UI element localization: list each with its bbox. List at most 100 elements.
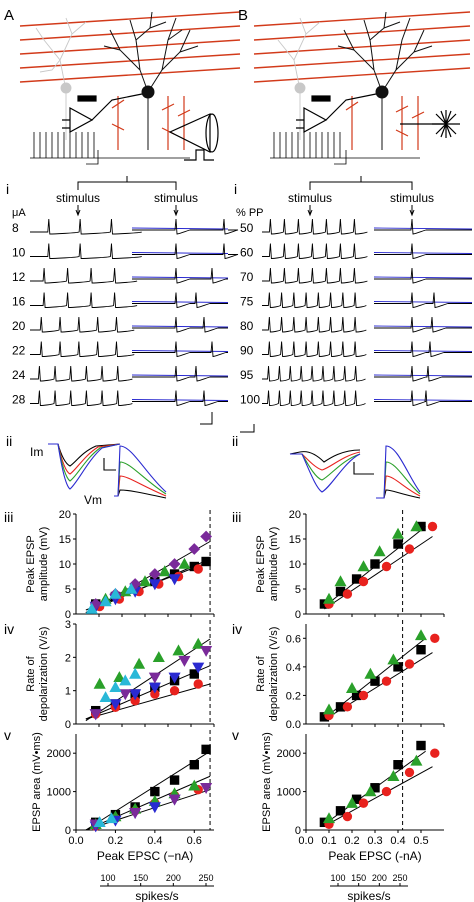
stim-level-left: 24 bbox=[12, 368, 26, 382]
rate-axis-a: 100 150 200 250 spikes/s bbox=[100, 873, 214, 902]
spike-trace-a-right-black bbox=[132, 243, 239, 260]
y-tick-label: 3 bbox=[65, 619, 71, 631]
data-point-circle bbox=[430, 633, 440, 643]
data-point-triangle bbox=[138, 575, 152, 587]
spike-train-b bbox=[270, 132, 420, 165]
spike-trace-b-left bbox=[262, 243, 368, 259]
data-point-square bbox=[189, 669, 199, 679]
spike-trace-b-right-blue bbox=[373, 399, 473, 401]
fit-line bbox=[324, 536, 433, 610]
y-tick-label: 0.4 bbox=[286, 662, 301, 674]
spike-trace-a-right-blue bbox=[131, 252, 229, 254]
spike-trace-a-right-blue bbox=[131, 399, 229, 401]
y-axis-label-line: EPSP area (mV•ms) bbox=[31, 732, 43, 832]
data-point-triangle bbox=[387, 770, 400, 781]
data-point-triangle bbox=[345, 796, 359, 808]
epsp-traces-b bbox=[376, 445, 421, 499]
spike-trace-a-left bbox=[30, 341, 135, 357]
data-point-circle bbox=[404, 767, 415, 778]
y-tick-label: 20 bbox=[289, 509, 301, 521]
data-point-triangle bbox=[357, 560, 370, 572]
y-tick-label: 0.6 bbox=[286, 633, 301, 645]
stim-level-right: 60 bbox=[240, 246, 254, 260]
stimulus-label-b2: stimulus bbox=[390, 191, 434, 205]
stim-level-left: 28 bbox=[12, 393, 26, 407]
spike-trace-b-right-blue bbox=[373, 227, 473, 230]
stim-level-left: 12 bbox=[12, 270, 26, 284]
y-axis-label: Peak EPSPamplitude (mV) bbox=[25, 527, 50, 602]
stim-level-left: 20 bbox=[12, 319, 26, 333]
y-axis-label-line: Peak EPSP bbox=[255, 535, 267, 592]
data-point-triangle-down bbox=[148, 672, 161, 684]
data-point-triangle bbox=[364, 667, 377, 679]
stim-level-left: 8 bbox=[12, 221, 19, 235]
data-point-triangle bbox=[410, 520, 423, 532]
fit-line bbox=[85, 683, 211, 720]
spike-traces-b bbox=[262, 218, 473, 407]
spike-trace-a-right-blue bbox=[131, 301, 229, 303]
data-point-triangle bbox=[345, 682, 359, 693]
data-point-circle bbox=[342, 702, 353, 712]
data-point-triangle bbox=[93, 677, 106, 689]
y-tick-label: 10 bbox=[289, 559, 301, 571]
spike-trace-b-right-black bbox=[374, 390, 472, 407]
panel-label-biv: iv bbox=[232, 621, 242, 637]
data-point-square bbox=[150, 786, 160, 797]
y-axis-label: Rate ofdepolarization (V/s) bbox=[25, 627, 50, 722]
x-tick-label: 0.5 bbox=[413, 835, 428, 847]
data-point-circle bbox=[193, 564, 203, 574]
stim-level-right: 50 bbox=[240, 221, 254, 235]
data-point-triangle-down bbox=[168, 794, 181, 806]
spike-trace-b-right-blue bbox=[373, 325, 473, 328]
data-point-circle bbox=[342, 589, 353, 599]
fit-line bbox=[85, 750, 211, 831]
data-point-triangle-down bbox=[148, 802, 161, 814]
data-point-circle bbox=[427, 521, 438, 532]
x-tick-label: 0.3 bbox=[367, 835, 382, 847]
data-point-triangle bbox=[113, 671, 126, 683]
epsp-traces-a bbox=[114, 445, 167, 499]
data-point-diamond bbox=[148, 568, 161, 580]
spike-trace-b-right-black bbox=[374, 341, 472, 358]
x-axis-label: Peak EPSC (−nA) bbox=[97, 849, 193, 863]
y-tick-label: 0.0 bbox=[286, 719, 301, 731]
data-point-triangle bbox=[85, 602, 98, 614]
data-point-square bbox=[370, 559, 380, 569]
data-point-triangle bbox=[178, 557, 191, 569]
spike-trace-a-right-black bbox=[132, 218, 239, 235]
fit-line bbox=[85, 638, 211, 722]
purkinje-cell-b bbox=[337, 11, 433, 150]
fit-line bbox=[85, 789, 211, 831]
data-point-square bbox=[201, 556, 211, 567]
epsc-traces-a bbox=[48, 443, 121, 490]
spike-trace-b-right-blue bbox=[373, 350, 473, 352]
spike-trace-a-left bbox=[30, 267, 138, 284]
data-point-triangle bbox=[322, 703, 336, 715]
spike-trace-b-left bbox=[262, 316, 367, 333]
neighbor-cell-b bbox=[277, 17, 321, 140]
data-point-triangle bbox=[158, 565, 171, 577]
data-point-diamond bbox=[188, 543, 201, 555]
y-tick-label: 1000 bbox=[47, 787, 71, 799]
rate-tick-label: 100 bbox=[100, 873, 115, 883]
stim-level-right: 90 bbox=[240, 344, 254, 358]
stim-level-labels-left: 8 10 12 16 20 22 24 28 bbox=[12, 221, 26, 407]
epsc-traces-b bbox=[289, 449, 374, 493]
spike-trace-b-right-black bbox=[374, 218, 472, 235]
panel-label-bi: i bbox=[234, 181, 237, 197]
y-tick-label: 5 bbox=[295, 584, 301, 596]
y-axis-label: Peak EPSPamplitude (mV) bbox=[255, 527, 280, 602]
y-axis-label-line: amplitude (mV) bbox=[268, 527, 280, 602]
unit-label-right: % PP bbox=[236, 207, 264, 219]
schematic-b: B bbox=[238, 7, 471, 165]
data-point-triangle-down bbox=[129, 689, 142, 701]
data-point-triangle bbox=[334, 575, 347, 587]
spike-trace-a-left bbox=[30, 316, 135, 333]
spike-trace-a-right-black bbox=[132, 316, 228, 333]
y-axis-label-line: depolarization (V/s) bbox=[268, 627, 280, 722]
vm-label: Vm bbox=[84, 493, 102, 507]
data-point-circle bbox=[404, 544, 415, 554]
spike-trace-a-right-blue bbox=[131, 350, 229, 352]
rate-axis-label: spikes/s bbox=[347, 889, 390, 902]
spike-trace-b-left bbox=[262, 390, 366, 406]
